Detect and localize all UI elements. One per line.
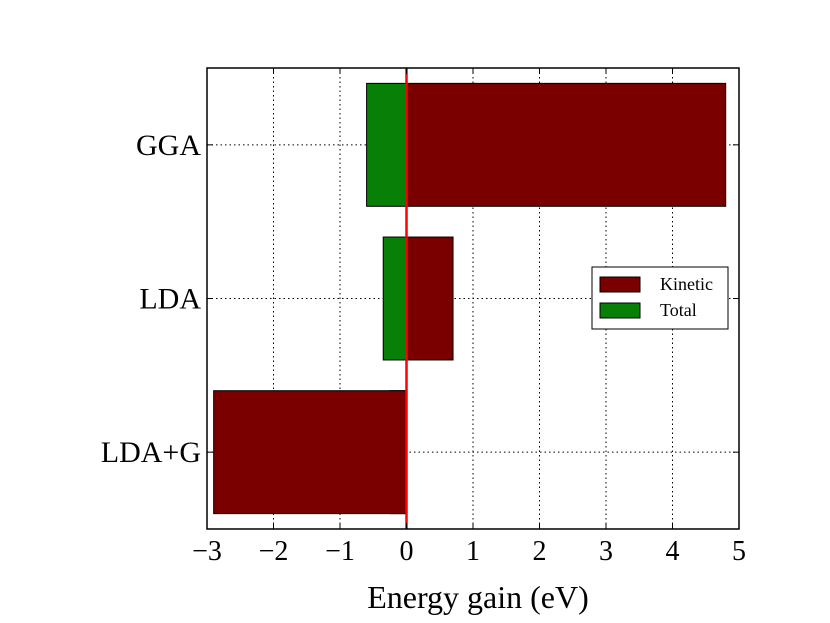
category-label: GGA <box>136 129 201 162</box>
category-label: LDA <box>139 283 201 316</box>
bar-kinetic-lda-g <box>213 390 407 515</box>
bar-total-gga <box>366 82 408 207</box>
x-tick-label: −2 <box>259 536 289 567</box>
legend-swatch-total <box>599 302 641 319</box>
category-labels: LDA+G LDA GGA <box>101 129 202 469</box>
x-tick-label: 1 <box>466 536 480 567</box>
legend: Kinetic Total <box>591 266 729 330</box>
x-tick-label: 0 <box>400 536 414 567</box>
x-tick-labels: −3 −2 −1 0 1 2 3 4 5 <box>192 536 746 567</box>
legend-items: Kinetic Total <box>599 274 713 320</box>
bar-kinetic-gga <box>406 82 727 207</box>
x-tick-label: 5 <box>732 536 746 567</box>
legend-swatch-kinetic <box>599 276 641 293</box>
x-axis-title: Energy gain (eV) <box>367 579 589 615</box>
legend-label-total: Total <box>660 300 697 320</box>
x-tick-label: 3 <box>599 536 613 567</box>
x-tick-label: 4 <box>666 536 680 567</box>
axis-ticks <box>206 68 740 529</box>
x-tick-label: −3 <box>192 536 222 567</box>
bars <box>213 82 727 515</box>
x-tick-label: 2 <box>533 536 547 567</box>
bar-kinetic-lda <box>406 236 454 361</box>
x-tick-label: −1 <box>325 536 355 567</box>
bar-total-lda <box>382 236 408 361</box>
category-label: LDA+G <box>101 436 201 469</box>
legend-label-kinetic: Kinetic <box>660 274 713 294</box>
